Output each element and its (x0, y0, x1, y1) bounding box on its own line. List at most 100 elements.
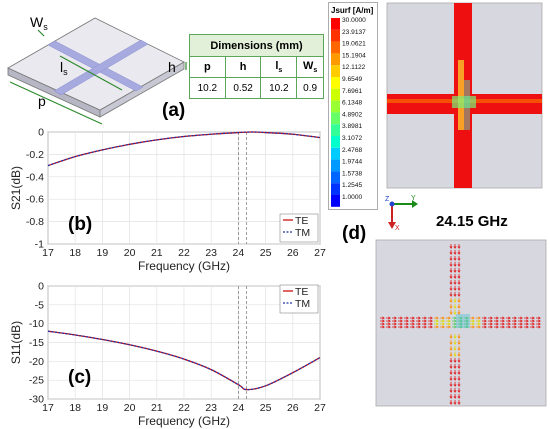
colorbar-swatch (331, 88, 340, 101)
x-tick-label: 22 (178, 247, 190, 259)
current-vector (453, 340, 457, 346)
x-tick-label: 20 (124, 402, 136, 414)
current-vector (410, 319, 416, 323)
current-vector (449, 262, 453, 268)
x-tick-label: 19 (97, 247, 109, 259)
current-vector (392, 322, 398, 326)
current-vector (453, 364, 457, 370)
x-tick-label: 27 (314, 402, 326, 414)
current-vector (512, 316, 518, 320)
legend-entry: TM (295, 227, 310, 239)
current-vector (449, 286, 453, 292)
x-tick-label: 17 (42, 247, 54, 259)
current-vector (457, 256, 461, 262)
ls-label: ls (60, 59, 68, 77)
current-vector (457, 370, 461, 376)
colorbar-tick: 2.4768 (342, 147, 363, 154)
legend-entry: TE (295, 286, 308, 298)
colorbar-tick: 1.2545 (342, 182, 363, 189)
colorbar-swatch (331, 29, 340, 42)
current-vector (449, 358, 453, 364)
y-tick-label: -1 (35, 239, 44, 251)
colorbar-swatch (331, 65, 340, 77)
colorbar-title: Jsurf [A/m] (331, 6, 374, 15)
current-vector (449, 352, 453, 358)
current-vector (440, 325, 446, 329)
x-tick-label: 23 (205, 247, 217, 259)
x-tick-label: 26 (287, 402, 299, 414)
x-tick-label: 19 (97, 402, 109, 414)
x-tick-label: 18 (69, 402, 81, 414)
current-vector (453, 292, 457, 298)
current-vector (457, 268, 461, 274)
current-vector (434, 319, 440, 323)
colorbar-swatch (331, 195, 340, 207)
current-vector (464, 325, 470, 329)
current-vector (464, 316, 470, 320)
current-vector (476, 322, 482, 326)
current-vector (380, 322, 386, 326)
y-tick-label: -30 (29, 394, 44, 406)
legend-box (279, 213, 319, 243)
colorbar-tick: 4.8902 (342, 111, 363, 118)
x-tick-label: 21 (151, 402, 163, 414)
y-tick-label: -5 (35, 299, 44, 311)
current-vector (398, 325, 404, 329)
current-vector (536, 319, 542, 323)
current-vector (457, 364, 461, 370)
current-vector (434, 322, 440, 326)
y-tick-label: -0.4 (26, 171, 44, 183)
y-tick-label: -0.2 (26, 149, 44, 161)
vector-current-plot (375, 239, 547, 407)
colorbar-swatch (331, 171, 340, 184)
current-vector (449, 274, 453, 280)
y-tick-label: -0.8 (26, 216, 44, 228)
current-vector (404, 325, 410, 329)
x-axis-label: Frequency (GHz) (138, 414, 230, 428)
current-vector (453, 280, 457, 286)
current-vector (500, 319, 506, 323)
colorbar-tick: 15.1904 (342, 52, 366, 59)
current-vector (434, 325, 440, 329)
current-vector (488, 319, 494, 323)
colorbar-tick: 12.1122 (342, 64, 366, 71)
current-vector (453, 388, 457, 394)
current-vector (446, 319, 452, 323)
colorbar-swatch (331, 136, 340, 148)
current-vector (428, 319, 434, 323)
current-vector (457, 292, 461, 298)
current-vector (530, 322, 536, 326)
x-tick-label: 22 (178, 402, 190, 414)
y-tick-label: -20 (29, 356, 44, 368)
cross-strip-a (47, 40, 144, 92)
current-vector (524, 322, 530, 326)
colorbar-swatch (331, 159, 340, 172)
dim-header-p: p (189, 56, 226, 78)
h-label: h (168, 59, 176, 75)
colorbar-swatch (331, 53, 340, 66)
x-tick-label: 25 (260, 247, 272, 259)
current-vector (428, 325, 434, 329)
current-vector (410, 316, 416, 320)
dim-value-ws: 0.9 (296, 77, 324, 99)
legend-entry: TM (295, 298, 310, 310)
current-vector (449, 280, 453, 286)
current-vector (464, 319, 470, 323)
panel-label-d: (d) (342, 223, 367, 244)
dim-value-ls: 10.2 (260, 77, 298, 99)
current-vector (488, 325, 494, 329)
series-line-tm (47, 330, 321, 391)
y-tick-label: -0.6 (26, 194, 44, 206)
x-tick-label: 23 (205, 402, 217, 414)
current-vector (392, 325, 398, 329)
current-vector (380, 316, 386, 320)
panel-label: (b) (68, 214, 92, 235)
colorbar-swatch (331, 183, 340, 195)
current-vector (453, 346, 457, 352)
current-vector (457, 304, 461, 310)
current-vector (410, 322, 416, 326)
current-vector (530, 316, 536, 320)
current-vector (453, 304, 457, 310)
current-vector (524, 325, 530, 329)
current-vector (449, 334, 453, 340)
